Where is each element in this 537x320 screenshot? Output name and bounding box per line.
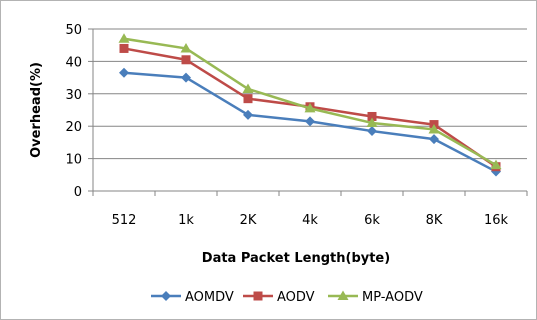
x-tick-label: 16k <box>484 213 509 228</box>
legend-swatch-marker <box>337 290 349 300</box>
axes <box>88 28 528 196</box>
y-tick-label: 40 <box>65 55 82 70</box>
x-tick-label: 4k <box>302 213 318 228</box>
series-lines <box>118 33 502 177</box>
legend-swatch-marker <box>161 291 171 301</box>
legend-item-mp-aodv: MP-AODV <box>328 290 423 305</box>
y-tick-label: 0 <box>74 185 82 200</box>
x-axis-title: Data Packet Length(byte) <box>202 251 390 266</box>
data-point-aodv <box>367 111 377 121</box>
y-tick-label: 50 <box>65 23 82 38</box>
data-point-aomdv <box>367 126 377 137</box>
legend-label: AODV <box>277 290 315 305</box>
data-point-aodv <box>243 94 253 104</box>
data-point-mp-aodv <box>242 83 254 93</box>
data-point-aomdv <box>243 109 253 120</box>
data-point-aomdv <box>305 116 315 127</box>
x-tick-label: 6k <box>364 213 380 228</box>
data-point-aomdv <box>429 134 439 145</box>
x-tick-label: 8K <box>426 213 443 228</box>
data-point-mp-aodv <box>428 123 440 134</box>
legend-item-aodv: AODV <box>243 290 315 305</box>
data-point-aodv <box>181 55 191 65</box>
y-tick-labels: 0 10 20 30 40 50 <box>65 23 82 200</box>
data-point-mp-aodv <box>366 117 378 127</box>
legend-item-aomdv: AOMDV <box>151 290 234 305</box>
x-tick-label: 512 <box>112 213 137 228</box>
data-point-mp-aodv <box>180 42 192 53</box>
legend-label: AOMDV <box>185 290 234 305</box>
legend-swatch-marker <box>253 291 263 301</box>
data-point-mp-aodv <box>490 159 502 170</box>
y-tick-label: 20 <box>65 120 82 135</box>
data-point-aomdv <box>181 72 191 83</box>
x-tick-label: 2K <box>240 213 257 228</box>
gridlines <box>93 28 527 160</box>
y-axis-title: Overhead(%) <box>29 62 44 158</box>
x-tick-labels: 512 1k 2K 4k 6k 8K 16k <box>112 213 509 228</box>
x-tick-label: 1k <box>178 213 194 228</box>
data-point-mp-aodv <box>304 102 316 113</box>
data-point-aomdv <box>119 67 129 78</box>
y-tick-label: 30 <box>65 88 82 103</box>
legend: AOMDV AODV MP-AODV <box>151 290 423 305</box>
legend-label: MP-AODV <box>362 290 423 305</box>
y-tick-label: 10 <box>65 153 82 168</box>
series-aomdv <box>119 67 501 177</box>
series-mp-aodv <box>118 33 502 170</box>
data-point-mp-aodv <box>118 33 130 43</box>
data-point-aodv <box>119 43 129 53</box>
